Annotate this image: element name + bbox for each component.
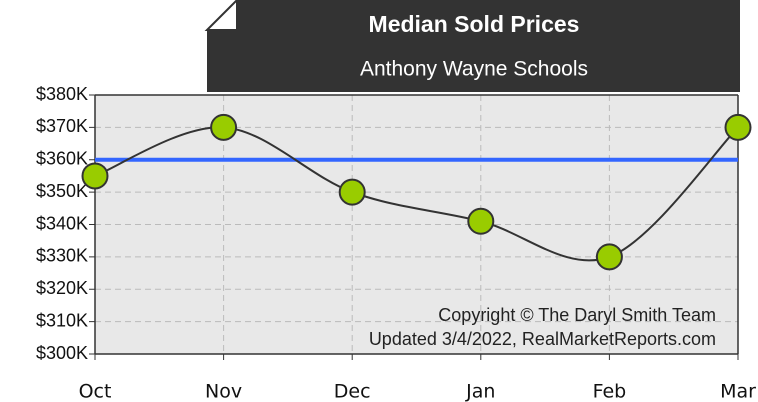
point-marker (338, 178, 366, 206)
y-tick-label: $380K (36, 84, 88, 104)
y-tick-label: $310K (36, 310, 88, 330)
chart-subtitle: Anthony Wayne Schools (360, 58, 588, 81)
x-tick-label: Nov (205, 381, 242, 402)
folded-corner (204, 0, 238, 31)
y-tick-label: $320K (36, 278, 88, 298)
x-tick-label: Mar (720, 381, 756, 402)
point-marker (595, 243, 623, 271)
annotation: Updated 3/4/2022, RealMarketReports.com (369, 329, 716, 349)
y-tick-label: $340K (36, 213, 88, 233)
title-box (207, 0, 740, 92)
x-tick-label: Jan (465, 381, 495, 402)
y-tick-label: $350K (36, 181, 88, 201)
point-marker (81, 162, 109, 190)
chart-title: Median Sold Prices (369, 11, 580, 37)
y-tick-label: $300K (36, 343, 88, 363)
y-tick-label: $370K (36, 116, 88, 136)
y-tick-label: $330K (36, 246, 88, 266)
annotation: Copyright © The Daryl Smith Team (438, 305, 716, 325)
y-tick-label: $360K (36, 149, 88, 169)
point-marker (724, 113, 752, 141)
point-marker (467, 207, 495, 235)
x-tick-label: Feb (593, 381, 627, 402)
point-marker (210, 113, 238, 141)
x-tick-label: Oct (79, 381, 112, 402)
x-tick-label: Dec (334, 381, 371, 402)
